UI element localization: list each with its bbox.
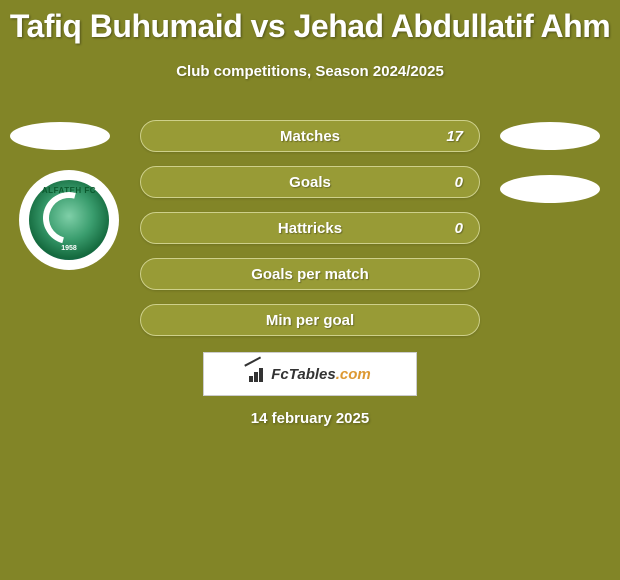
- club-year-label: 1958: [29, 245, 109, 252]
- stat-row-goals: Goals 0: [140, 166, 480, 198]
- generated-date: 14 february 2025: [0, 410, 620, 427]
- stat-value: 0: [455, 220, 463, 237]
- stat-label: Min per goal: [266, 312, 354, 329]
- stat-row-goals-per-match: Goals per match: [140, 258, 480, 290]
- stats-panel: Matches 17 Goals 0 Hattricks 0 Goals per…: [140, 120, 480, 350]
- bar-chart-icon: [249, 366, 267, 382]
- stat-value: 17: [446, 128, 463, 145]
- watermark-suffix: .com: [336, 366, 371, 383]
- club-badge-icon: ALFATEH FC 1958: [29, 180, 109, 260]
- comparison-title: Tafiq Buhumaid vs Jehad Abdullatif Ahm: [0, 0, 620, 45]
- club-avatar: ALFATEH FC 1958: [19, 170, 119, 270]
- stat-row-hattricks: Hattricks 0: [140, 212, 480, 244]
- stat-label: Goals: [289, 174, 331, 191]
- p1-indicator-1: [10, 122, 110, 150]
- stat-row-matches: Matches 17: [140, 120, 480, 152]
- stat-label: Matches: [280, 128, 340, 145]
- stat-label: Hattricks: [278, 220, 342, 237]
- stat-row-min-per-goal: Min per goal: [140, 304, 480, 336]
- p2-indicator-2: [500, 175, 600, 203]
- stat-value: 0: [455, 174, 463, 191]
- watermark-label: FcTables.com: [271, 366, 370, 383]
- watermark-brand: FcTables: [271, 366, 335, 383]
- p2-indicator-1: [500, 122, 600, 150]
- stat-label: Goals per match: [251, 266, 369, 283]
- season-subtitle: Club competitions, Season 2024/2025: [0, 63, 620, 80]
- watermark: FcTables.com: [203, 352, 417, 396]
